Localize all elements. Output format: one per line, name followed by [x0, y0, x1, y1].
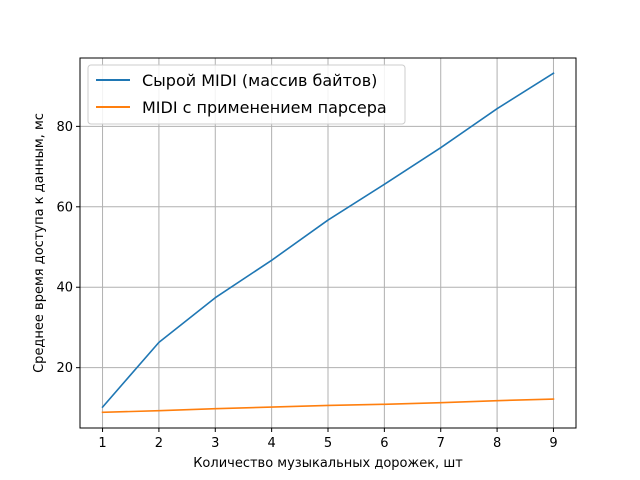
- x-axis-label: Количество музыкальных дорожек, шт: [193, 456, 463, 471]
- y-axis-ticks: 20 40 60 80: [56, 120, 80, 376]
- y-tick-label-40: 40: [56, 281, 73, 296]
- x-tick-label-5: 5: [324, 436, 332, 451]
- y-tick-label-60: 60: [56, 200, 73, 215]
- series-line-raw-midi: [101, 72, 555, 409]
- y-axis-label: Среднее время доступа к данным, мс: [32, 113, 47, 373]
- x-tick-label-8: 8: [493, 436, 501, 451]
- legend-label-raw-midi: Сырой MIDI (массив байтов): [142, 71, 377, 90]
- x-axis-ticks: 1 2 3 4 5 6 7 8 9: [98, 428, 558, 451]
- y-tick-label-20: 20: [56, 361, 73, 376]
- x-tick-label-1: 1: [98, 436, 106, 451]
- x-tick-label-3: 3: [211, 436, 219, 451]
- x-tick-label-4: 4: [267, 436, 275, 451]
- legend-label-parsed-midi: MIDI с применением парсера: [142, 98, 387, 117]
- series-lines: [101, 72, 555, 414]
- legend: Сырой MIDI (массив байтов) MIDI с примен…: [87, 64, 406, 125]
- series-line-parsed-midi: [101, 398, 555, 414]
- y-tick-label-80: 80: [56, 120, 73, 135]
- legend-box: [87, 64, 406, 125]
- x-tick-label-9: 9: [549, 436, 557, 451]
- x-tick-label-6: 6: [380, 436, 388, 451]
- x-tick-label-2: 2: [155, 436, 163, 451]
- x-tick-label-7: 7: [437, 436, 445, 451]
